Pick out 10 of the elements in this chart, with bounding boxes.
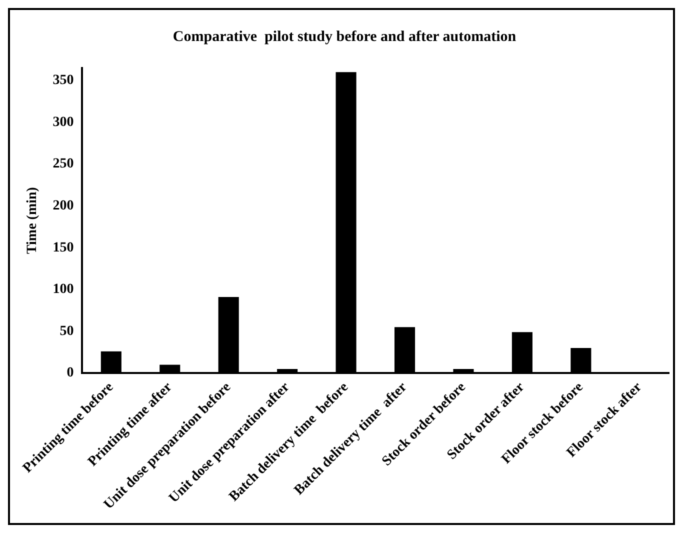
y-tick-label: 0 [66, 366, 74, 381]
y-tick-label: 350 [52, 73, 74, 88]
y-tick-label: 150 [52, 240, 74, 256]
y-tick-label: 200 [52, 198, 74, 214]
y-tick-label: 250 [52, 156, 74, 172]
y-tick-label: 50 [60, 324, 74, 339]
y-axis-title: Time (min) [25, 186, 40, 254]
y-tick-label: 300 [52, 114, 74, 130]
chart-title: Comparative pilot study before and after automation [172, 28, 517, 45]
y-tick-label: 100 [52, 282, 74, 298]
